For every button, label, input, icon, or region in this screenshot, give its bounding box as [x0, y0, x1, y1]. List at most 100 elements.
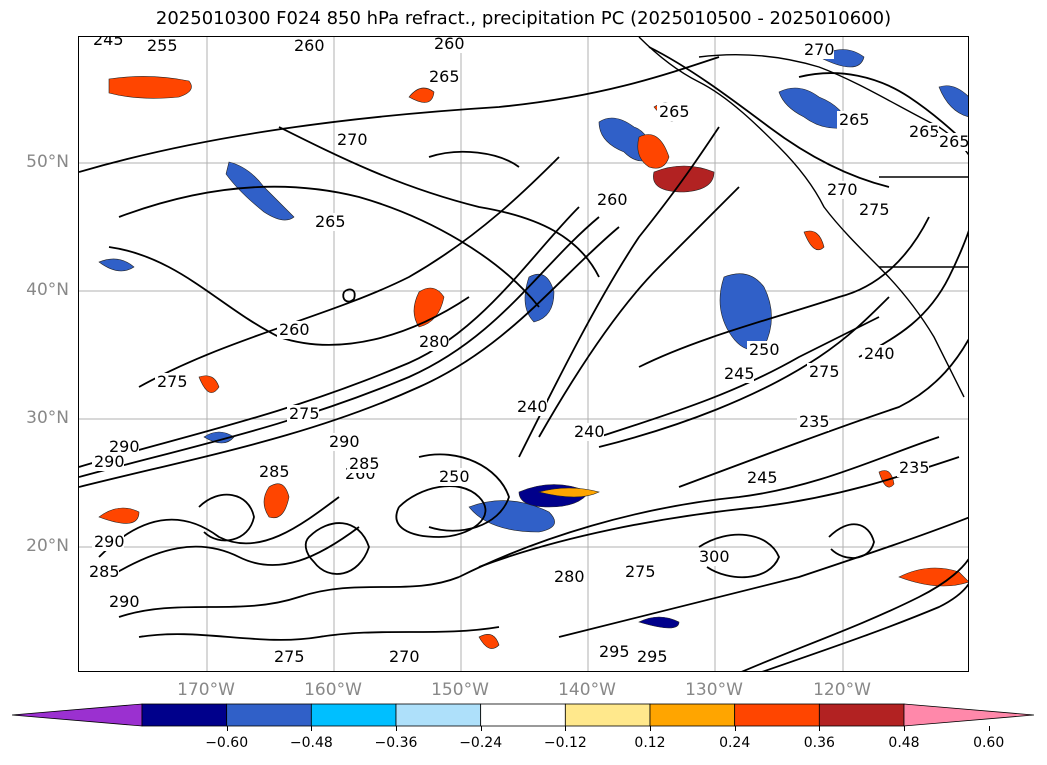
colorbar-cell [310, 703, 397, 727]
contour-label: 265 [429, 67, 460, 86]
contour-line [828, 523, 875, 559]
contour-label-bg [802, 41, 834, 59]
contour-label: 260 [279, 320, 310, 339]
contour-line [678, 338, 968, 488]
contour-line [761, 583, 968, 671]
lat-label-50n: 50°N [26, 152, 69, 172]
contour-label: 265 [659, 102, 690, 121]
contour-label-bg [657, 103, 689, 121]
colorbar-cell [818, 703, 905, 727]
colorbar-cell [226, 703, 312, 727]
contour-label: 295 [599, 642, 630, 661]
contour-label: 250 [749, 340, 780, 359]
contour-line [108, 526, 360, 578]
contour-label: 270 [827, 180, 858, 199]
contour-label: 245 [724, 364, 755, 383]
colorbar-tick-mark [565, 726, 567, 731]
gridlines [79, 37, 968, 671]
contour-line [198, 493, 255, 542]
precip-blob [524, 273, 555, 323]
contour-label: 265 [315, 212, 346, 231]
contour-label-bg [417, 333, 449, 351]
map-panel[interactable]: 245 255 260 260 265 270 265 265 265 265 270 275 270 2… [78, 36, 969, 672]
contour-label-bg [597, 643, 629, 661]
map-canvas: 245 255 260 2602652702652652652652702752702… [79, 37, 969, 671]
colorbar-tick-mark [480, 726, 482, 731]
contour-label-bg [277, 321, 309, 339]
contour-label: 275 [859, 200, 890, 219]
contour-line [638, 216, 930, 368]
contour-label: 275 [625, 562, 656, 581]
contour-line [304, 522, 370, 575]
contour-label: 290 [329, 432, 360, 451]
contour-label: 270 [389, 647, 420, 666]
contour-line [648, 46, 890, 188]
contour-line [138, 156, 560, 388]
colorbar-cell [395, 703, 482, 727]
contour-label-bg [437, 468, 469, 486]
contour-label-bg [697, 548, 729, 566]
contour-label-bg [92, 453, 124, 471]
precip-blob [225, 161, 295, 221]
colorbar-tick-mark [311, 726, 313, 731]
contour-label-bg [937, 133, 968, 151]
contour-line [98, 496, 340, 558]
contour-label: 260 [597, 190, 628, 209]
contour-label-bg [745, 469, 777, 487]
contour-line [428, 150, 520, 168]
contour-label-bg [432, 37, 464, 53]
contour-label-bg [107, 438, 139, 456]
colorbar-tick-label: 0.60 [973, 735, 1005, 751]
contour-label: 280 [419, 332, 450, 351]
contour-line [342, 288, 356, 303]
contour-label: 290 [109, 437, 140, 456]
colorbar-tick-label: 0.48 [888, 735, 920, 751]
contour-label-bg [552, 568, 584, 586]
contour-label-bg [572, 423, 604, 441]
contour-label-bg [87, 563, 119, 581]
contour-label: 240 [574, 422, 605, 441]
contour-label-bg [747, 341, 779, 359]
colorbar-tick-label: 0.36 [803, 735, 835, 751]
contour-label: 275 [274, 647, 305, 666]
precip-blob [468, 500, 555, 533]
precip-blob [878, 470, 895, 488]
contour-label-bg [515, 398, 547, 416]
contour-label-bg [862, 345, 894, 363]
contour-line [538, 186, 740, 438]
lon-label-170w: 170°W [177, 680, 235, 700]
contour-label-bg [347, 455, 379, 473]
contour-line [858, 230, 968, 358]
contour-label-bg [272, 648, 304, 666]
contour-label-bg [837, 111, 869, 129]
colorbar-tick-mark [988, 726, 990, 731]
lat-label-20n: 20°N [26, 536, 69, 556]
contour-line [458, 436, 940, 578]
contour-line [79, 226, 620, 488]
contour-line [118, 576, 460, 618]
contour-label-bg [292, 37, 324, 55]
lon-label-120w: 120°W [813, 680, 871, 700]
contour-label-bg [313, 213, 345, 231]
contour-label-bg [92, 533, 124, 551]
contour-line [138, 626, 500, 641]
colorbar-tick-label: 0.12 [634, 735, 666, 751]
contour-label: 235 [899, 458, 930, 477]
contour-label: 265 [939, 132, 969, 151]
contour-label: 250 [439, 467, 470, 486]
colorbar-cell [141, 703, 228, 727]
precip-blob [719, 273, 772, 351]
precip-blob [98, 507, 140, 524]
contour-label: 290 [109, 592, 140, 611]
contour-label-bg [897, 459, 929, 477]
contour-label: 245 [93, 37, 124, 49]
colorbar-tick-label: −0.24 [459, 735, 503, 751]
contour-label: 275 [809, 362, 840, 381]
precip-blob [898, 567, 968, 587]
contour-label-bg [91, 37, 123, 49]
contour-label-bg [635, 648, 667, 666]
precip-blob [263, 483, 290, 519]
contour-label-bg [145, 37, 177, 55]
contour-line [79, 56, 720, 173]
contour-label: 245 [747, 468, 778, 487]
